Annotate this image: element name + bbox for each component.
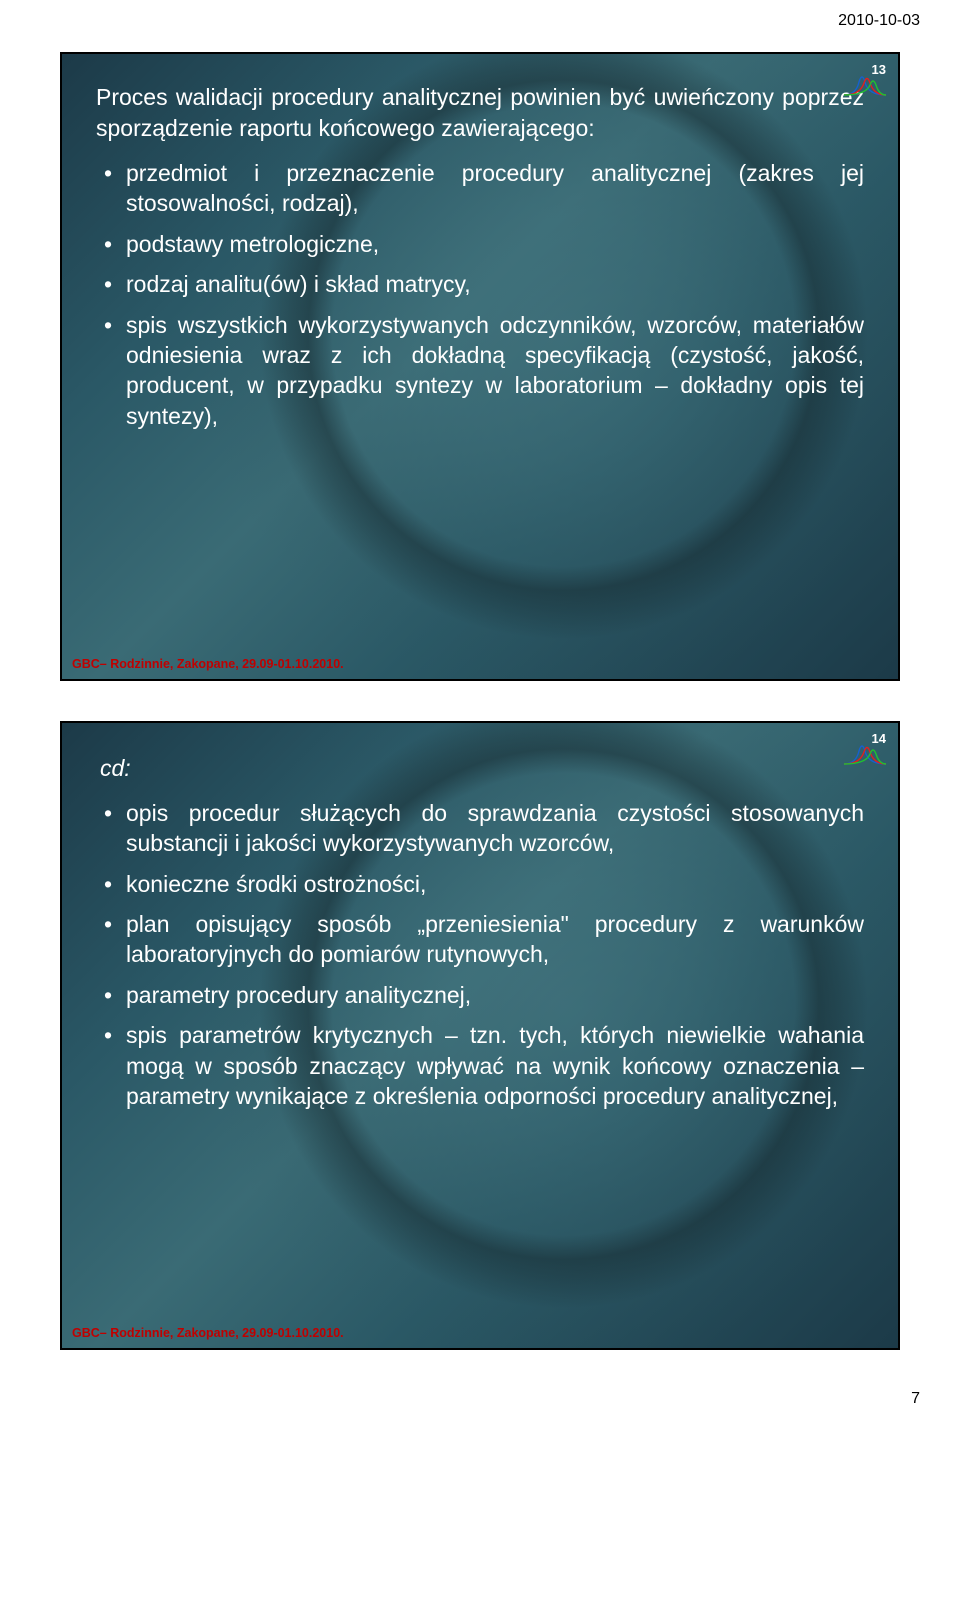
footer-citation: GBC– Rodzinnie, Zakopane, 29.09-01.10.20… — [72, 657, 344, 671]
continuation-label: cd: — [100, 755, 864, 782]
slide-14: 14 cd: opis procedur służących do sprawd… — [60, 721, 900, 1350]
bullet-item: podstawy metrologiczne, — [102, 229, 864, 259]
bullet-item: przedmiot i przeznaczenie procedury anal… — [102, 158, 864, 219]
logo-curves-icon — [842, 76, 888, 96]
slide-bullet-list: przedmiot i przeznaczenie procedury anal… — [96, 158, 864, 431]
bullet-item: konieczne środki ostrożności, — [102, 869, 864, 899]
bullet-item: spis parametrów krytycznych – tzn. tych,… — [102, 1020, 864, 1111]
bullet-item: rodzaj analitu(ów) i skład matrycy, — [102, 269, 864, 299]
bullet-item: parametry procedury analitycznej, — [102, 980, 864, 1010]
slide-number: 13 — [872, 62, 886, 77]
slide-lead-text: Proces walidacji procedury analitycznej … — [96, 82, 864, 144]
slide-13: 13 Proces walidacji procedury analityczn… — [60, 52, 900, 681]
logo-curves-icon — [842, 745, 888, 765]
slide-number: 14 — [872, 731, 886, 746]
page-number: 7 — [0, 1390, 960, 1422]
bullet-item: plan opisujący sposób „przeniesienia" pr… — [102, 909, 864, 970]
slide-number-box: 13 — [842, 62, 888, 96]
bullet-item: spis wszystkich wykorzystywanych odczynn… — [102, 310, 864, 431]
slide-number-box: 14 — [842, 731, 888, 765]
bullet-item: opis procedur służących do sprawdzania c… — [102, 798, 864, 859]
slide-bullet-list: opis procedur służących do sprawdzania c… — [96, 798, 864, 1111]
page-date-header: 2010-10-03 — [0, 0, 960, 36]
footer-citation: GBC– Rodzinnie, Zakopane, 29.09-01.10.20… — [72, 1326, 344, 1340]
